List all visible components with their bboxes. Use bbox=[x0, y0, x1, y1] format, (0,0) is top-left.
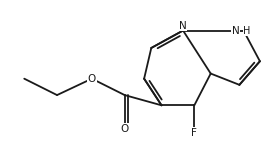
Text: H: H bbox=[244, 26, 251, 36]
Text: N: N bbox=[232, 26, 239, 36]
Text: O: O bbox=[88, 74, 96, 84]
Text: F: F bbox=[191, 128, 197, 138]
Text: N: N bbox=[179, 21, 187, 31]
Text: O: O bbox=[121, 124, 129, 134]
